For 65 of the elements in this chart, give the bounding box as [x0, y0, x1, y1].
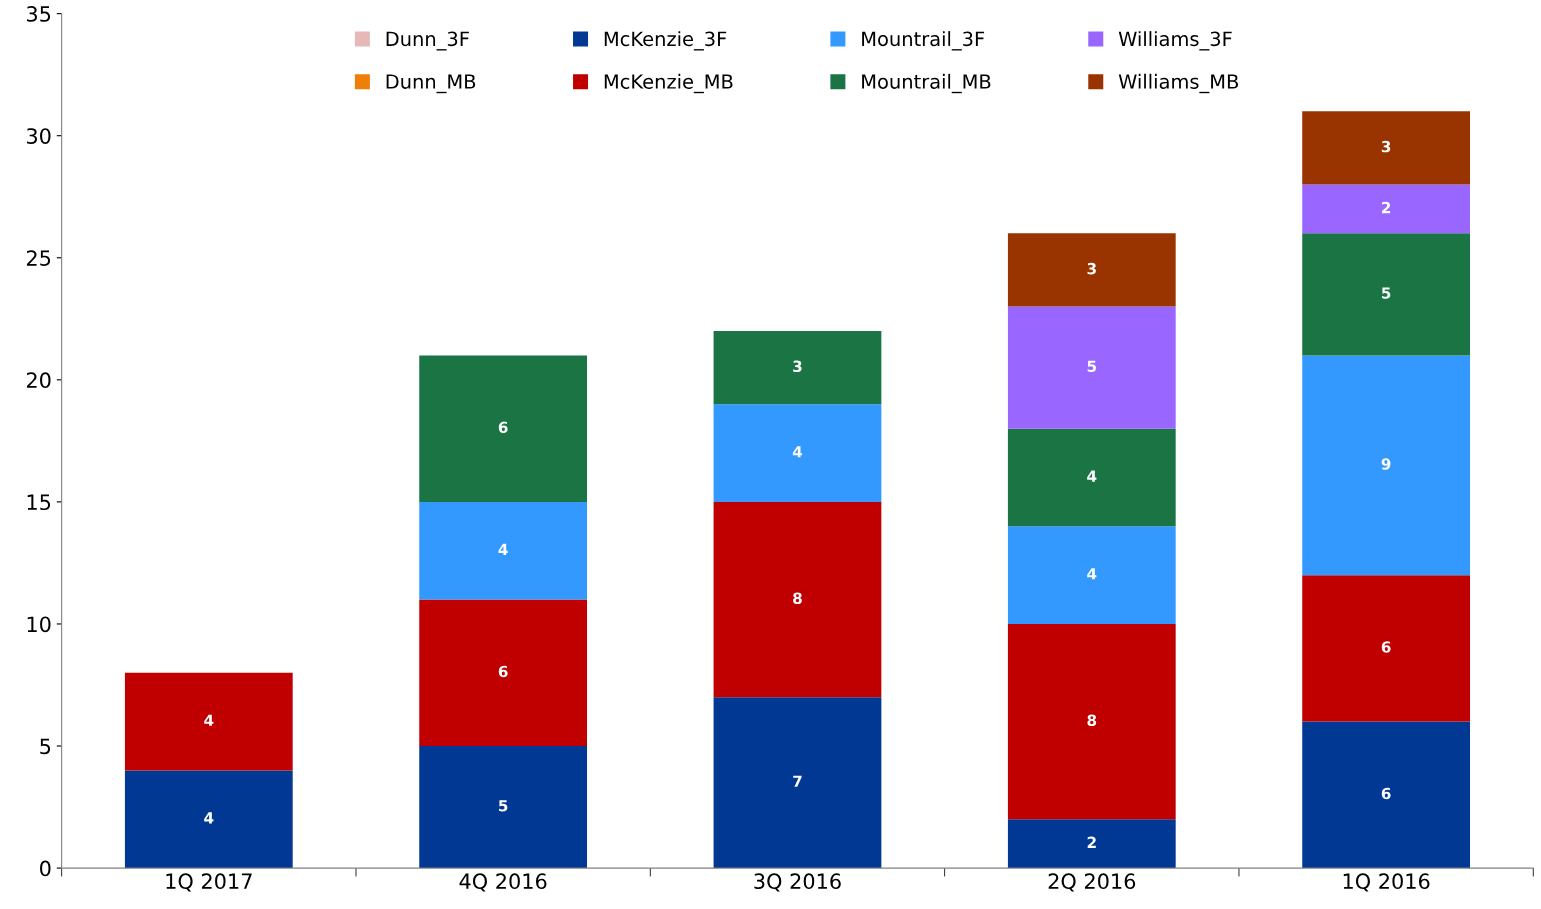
legend-label: Dunn_MB [386, 74, 476, 94]
bar [713, 404, 882, 502]
y-tick-label: 0 [40, 860, 51, 877]
bar [1302, 721, 1471, 869]
legend-label: Mountrail_3F [862, 31, 985, 51]
bar [1302, 575, 1471, 722]
bar [419, 355, 588, 502]
data-label: 2 [1087, 836, 1096, 848]
data-label: 3 [1381, 140, 1391, 153]
x-tick-label: 1Q 2016 [1343, 873, 1430, 892]
data-label: 7 [793, 775, 802, 787]
bar [1007, 428, 1176, 527]
data-label: 6 [498, 421, 508, 434]
bar [1007, 623, 1176, 820]
bar [713, 331, 882, 405]
data-label: 4 [1087, 568, 1097, 580]
legend-label: Williams_3F [1118, 31, 1232, 51]
bar [419, 599, 588, 747]
data-label: 5 [1087, 360, 1097, 373]
y-tick-label: 35 [27, 6, 51, 22]
data-label: 3 [1087, 262, 1096, 275]
data-label: 5 [1381, 287, 1391, 299]
bar [124, 770, 293, 869]
data-label: 4 [792, 446, 803, 458]
data-label: 4 [498, 543, 508, 555]
data-label: 6 [1381, 787, 1391, 800]
bar [713, 697, 882, 869]
data-label: 6 [1381, 641, 1391, 653]
bar [124, 672, 293, 771]
bar [1007, 819, 1176, 869]
bar [1007, 526, 1176, 624]
y-tick-label: 30 [27, 128, 51, 144]
legend-label: McKenzie_3F [604, 31, 727, 51]
bar [1302, 184, 1471, 234]
x-tick-label: 4Q 2016 [459, 873, 547, 892]
y-tick-label: 10 [27, 616, 51, 633]
x-tick-label: 2Q 2016 [1048, 873, 1136, 892]
data-label: 8 [1087, 714, 1097, 727]
bar [713, 501, 882, 698]
y-tick-label: 15 [27, 494, 51, 511]
data-label: 4 [204, 714, 214, 726]
legend-label: McKenzie_MB [604, 73, 733, 94]
data-label: 6 [498, 665, 508, 678]
data-label: 9 [1381, 458, 1391, 470]
bar [419, 501, 588, 600]
x-tick-label: 3Q 2016 [754, 873, 841, 892]
legend-label: Williams_MB [1118, 73, 1238, 94]
bar [1302, 233, 1471, 356]
y-tick-label: 25 [26, 250, 51, 266]
x-tick-label: 1Q 2017 [166, 873, 252, 892]
data-label: 5 [499, 800, 508, 812]
bar [1007, 233, 1176, 307]
y-tick-label: 20 [26, 372, 51, 389]
y-tick-label: 5 [40, 738, 51, 755]
data-label: 4 [1087, 470, 1097, 482]
data-label: 8 [793, 592, 802, 604]
bar [1007, 306, 1176, 429]
legend-label: Mountrail_MB [862, 73, 991, 94]
data-label: 4 [204, 812, 214, 824]
data-label: 2 [1382, 201, 1391, 214]
bar [1302, 355, 1471, 576]
bar [419, 746, 588, 869]
legend-label: Dunn_3F [386, 31, 469, 51]
bar [1302, 111, 1471, 185]
data-label: 3 [793, 360, 802, 373]
